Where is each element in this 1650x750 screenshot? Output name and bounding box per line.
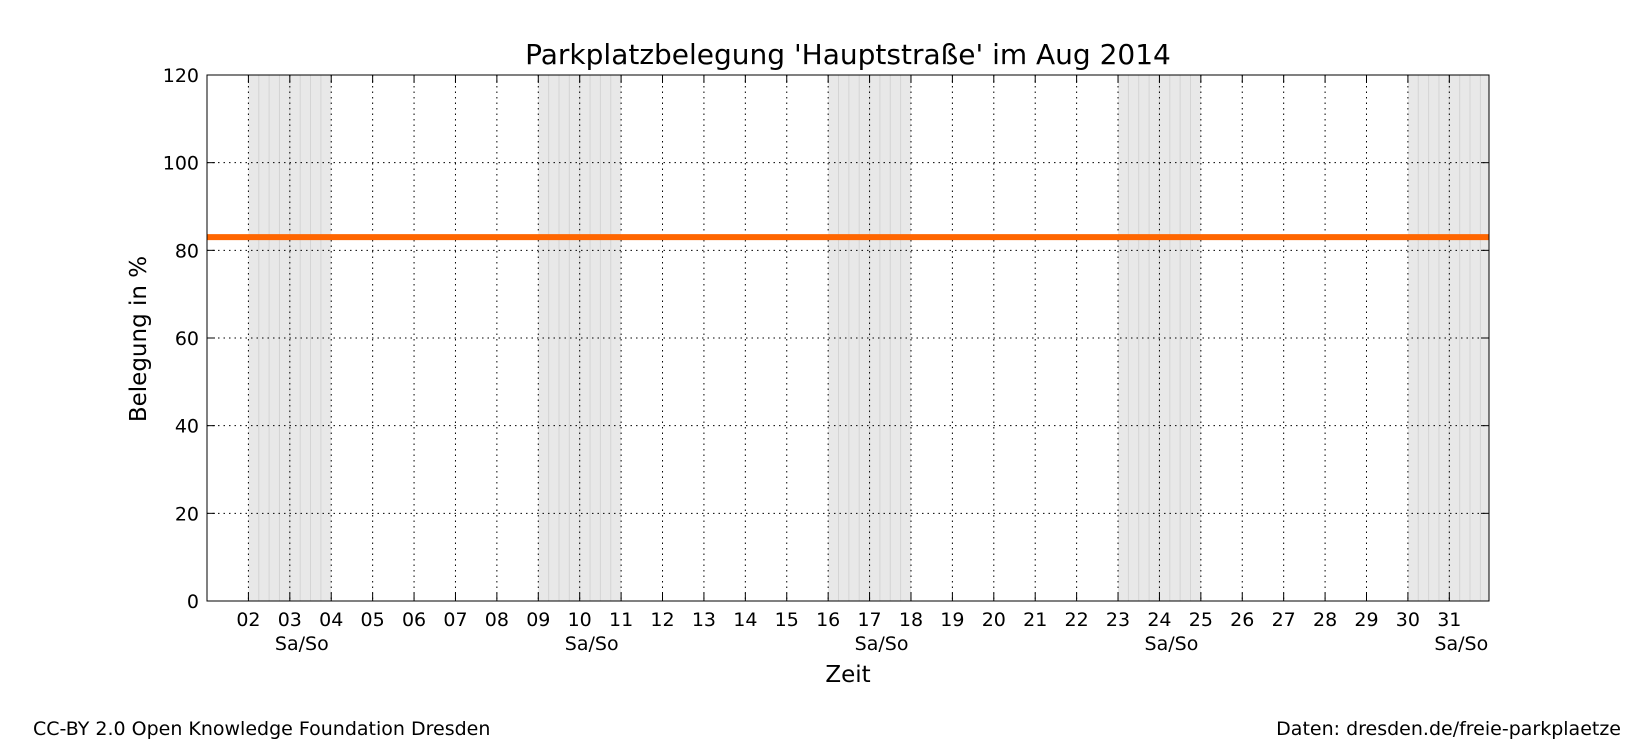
x-tick-label: 26 (1230, 609, 1254, 631)
chart-title: Parkplatzbelegung 'Hauptstraße' im Aug 2… (525, 38, 1171, 71)
y-tick-label: 60 (175, 328, 199, 350)
x-tick-label: 31 (1437, 609, 1461, 631)
y-axis-label: Belegung in % (126, 256, 152, 422)
x-tick-label: 08 (485, 609, 509, 631)
x-tick-label: 22 (1065, 609, 1089, 631)
x-tick-label: 03 (278, 609, 302, 631)
x-tick-label: 02 (236, 609, 260, 631)
weekend-band (1407, 75, 1489, 601)
x-tick-label: 04 (319, 609, 343, 631)
weekend-label: Sa/So (275, 633, 329, 655)
x-tick-label: 17 (857, 609, 881, 631)
x-tick-label: 07 (443, 609, 467, 631)
x-tick-label: 14 (733, 609, 757, 631)
x-tick-label: 30 (1396, 609, 1420, 631)
x-tick-label: 16 (816, 609, 840, 631)
y-tick-label: 80 (175, 240, 199, 262)
x-tick-label: 15 (775, 609, 799, 631)
weekend-label: Sa/So (1145, 633, 1199, 655)
x-tick-label: 13 (692, 609, 716, 631)
x-tick-label: 28 (1313, 609, 1337, 631)
y-tick-label: 120 (163, 65, 199, 87)
weekend-label: Sa/So (565, 633, 619, 655)
weekend-label: Sa/So (1434, 633, 1488, 655)
y-tick-label: 20 (175, 503, 199, 525)
weekend-label: Sa/So (855, 633, 909, 655)
x-tick-label: 25 (1189, 609, 1213, 631)
license-note: CC-BY 2.0 Open Knowledge Foundation Dres… (33, 718, 491, 740)
x-tick-label: 24 (1147, 609, 1171, 631)
x-tick-label: 20 (982, 609, 1006, 631)
y-tick-label: 0 (187, 591, 199, 613)
y-tick-label: 100 (163, 153, 199, 175)
x-tick-label: 21 (1023, 609, 1047, 631)
x-tick-label: 29 (1354, 609, 1378, 631)
x-tick-label: 06 (402, 609, 426, 631)
x-tick-label: 12 (650, 609, 674, 631)
x-tick-label: 18 (899, 609, 923, 631)
x-tick-label: 19 (940, 609, 964, 631)
x-tick-label: 23 (1106, 609, 1130, 631)
x-tick-label: 10 (568, 609, 592, 631)
x-tick-label: 27 (1272, 609, 1296, 631)
data-source-note: Daten: dresden.de/freie-parkplaetze (1276, 718, 1621, 740)
y-tick-label: 40 (175, 416, 199, 438)
x-tick-label: 05 (361, 609, 385, 631)
x-tick-label: 11 (609, 609, 633, 631)
x-axis-label: Zeit (825, 662, 870, 688)
x-tick-label: 09 (526, 609, 550, 631)
